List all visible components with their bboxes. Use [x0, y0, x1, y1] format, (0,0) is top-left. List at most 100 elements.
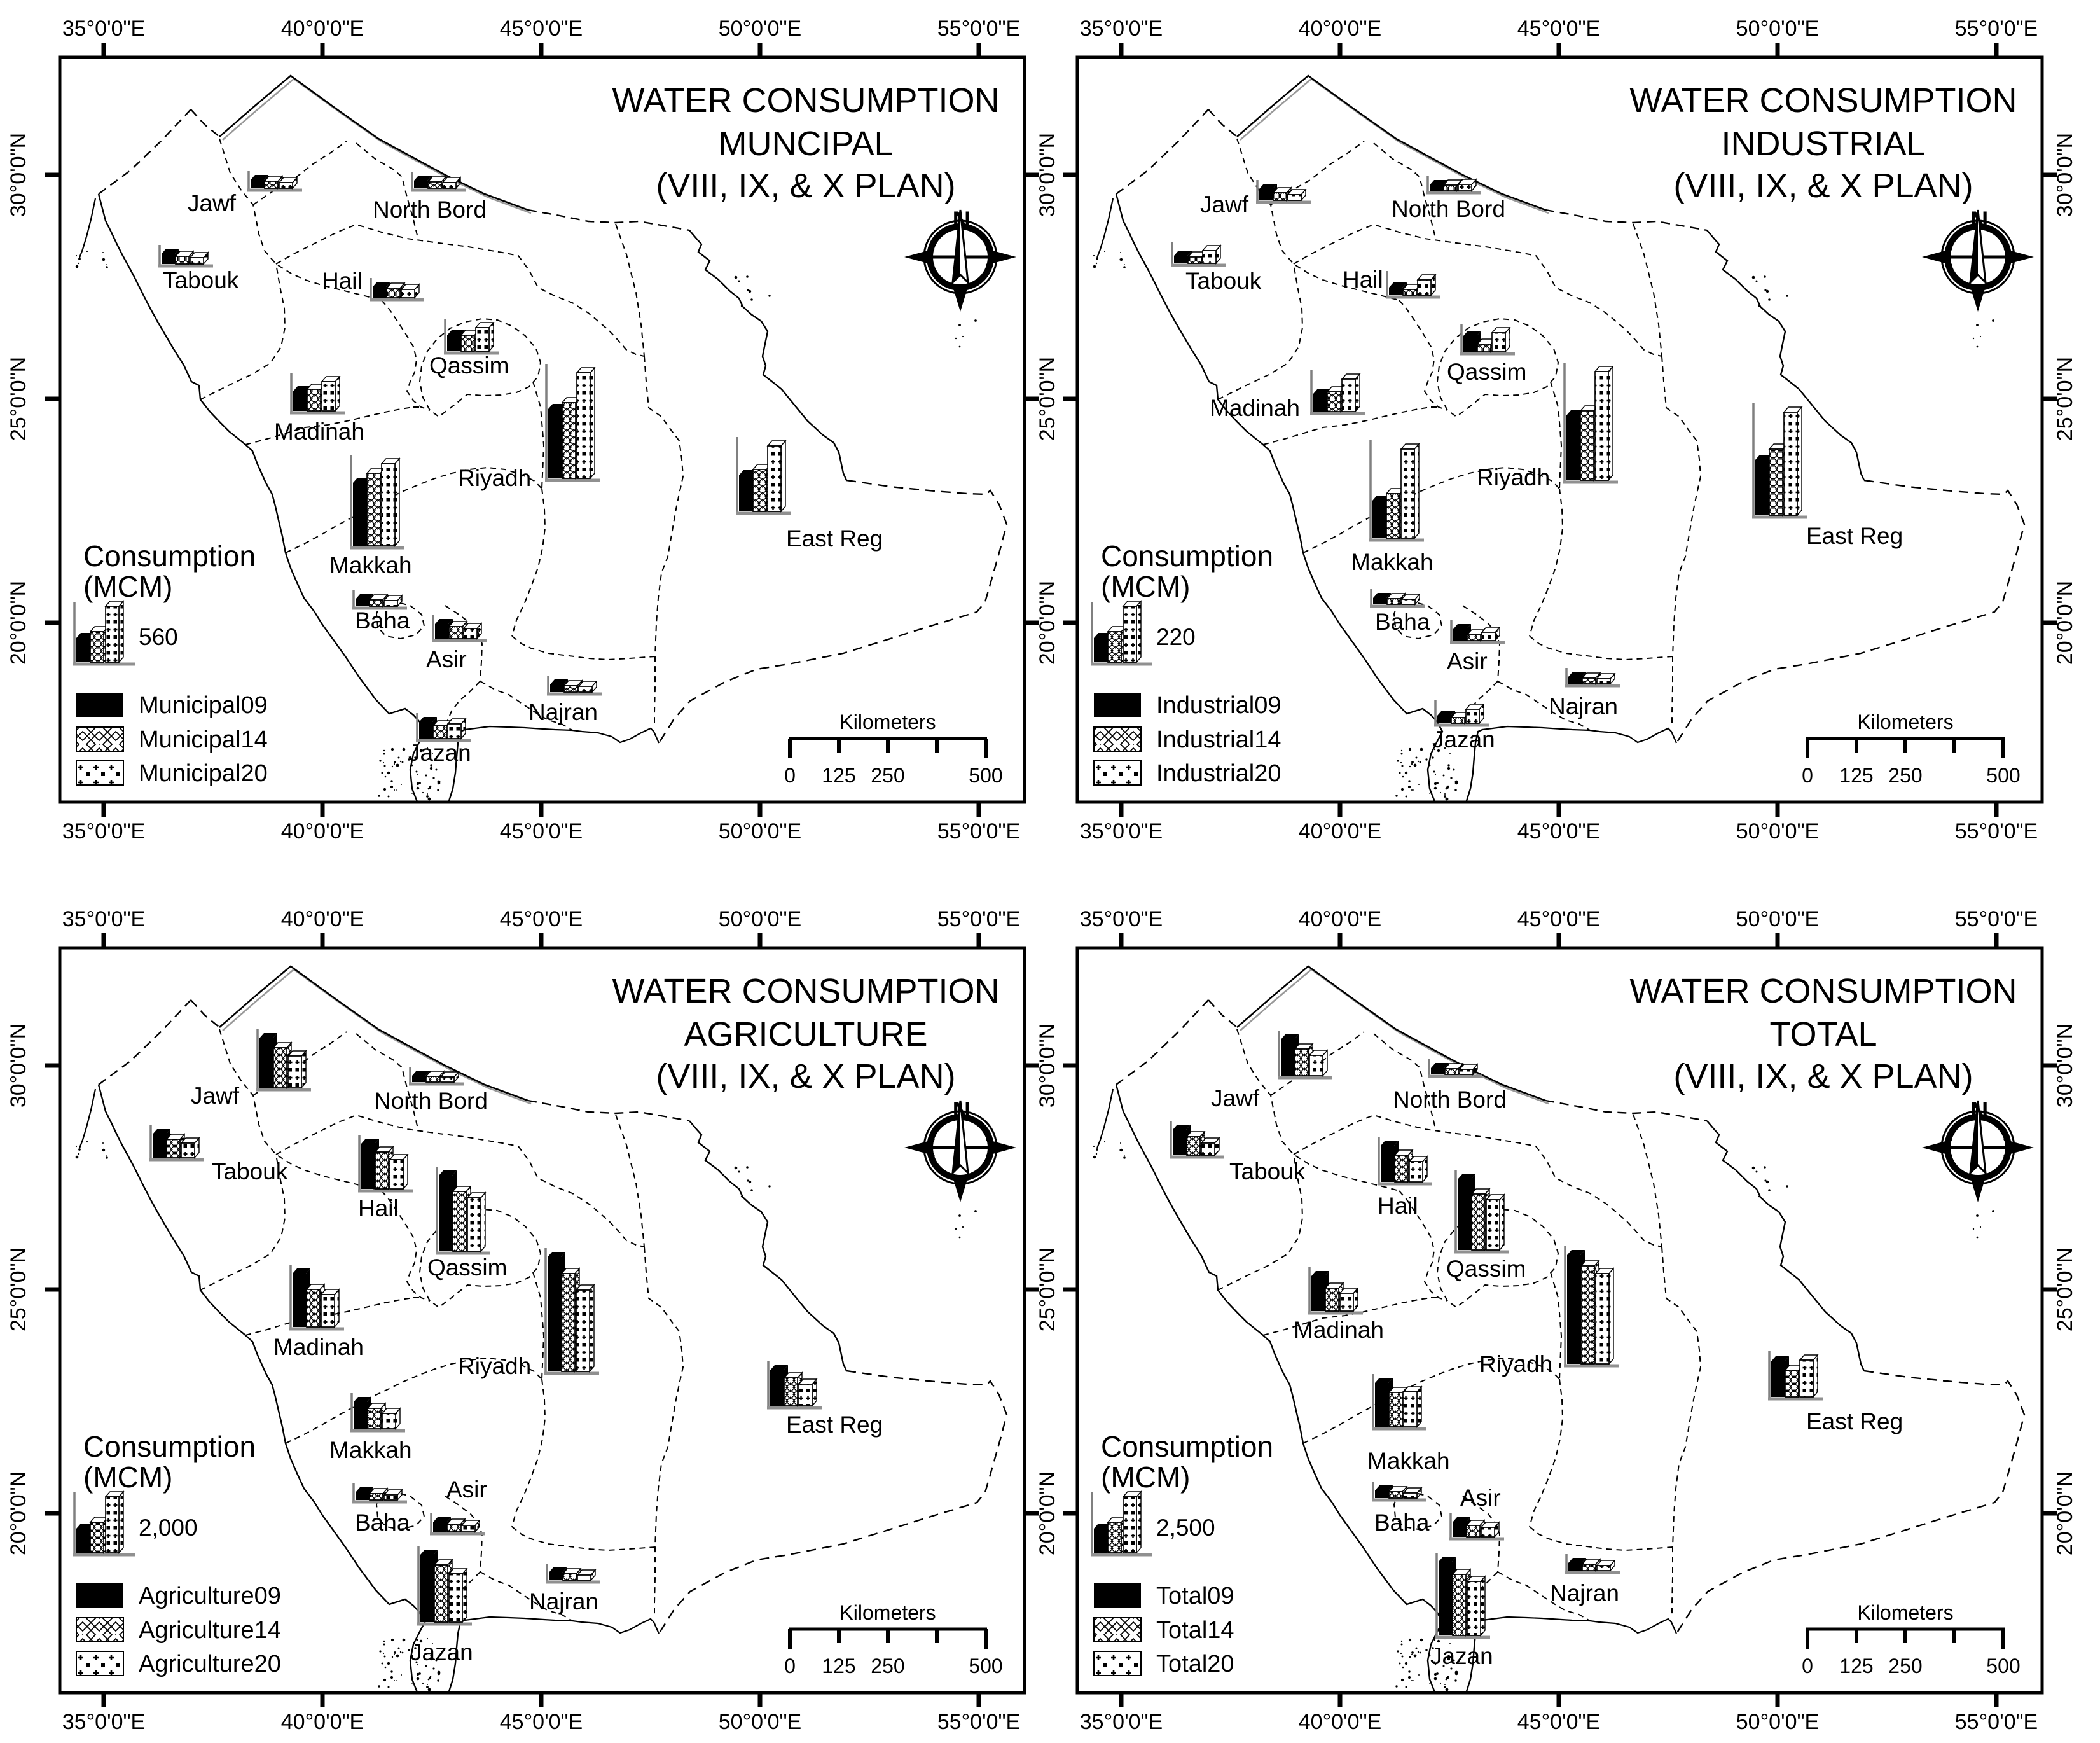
svg-text:30°0'0"N: 30°0'0"N	[2053, 1024, 2077, 1108]
svg-text:Agriculture14: Agriculture14	[139, 1617, 281, 1644]
svg-text:560: 560	[139, 624, 178, 650]
svg-text:Qassim: Qassim	[1446, 1256, 1526, 1282]
svg-text:25°0'0"N: 25°0'0"N	[6, 357, 31, 441]
svg-text:Najran: Najran	[529, 1588, 598, 1615]
svg-text:50°0'0"E: 50°0'0"E	[1736, 17, 1819, 41]
svg-text:East Reg: East Reg	[786, 525, 883, 552]
svg-text:Consumption: Consumption	[83, 1430, 256, 1463]
svg-text:Industrial20: Industrial20	[1156, 760, 1281, 787]
svg-text:20°0'0"N: 20°0'0"N	[1035, 1471, 1060, 1555]
svg-text:Consumption: Consumption	[83, 539, 256, 573]
svg-text:40°0'0"E: 40°0'0"E	[281, 17, 364, 41]
svg-text:Najran: Najran	[1549, 693, 1618, 719]
svg-text:20°0'0"N: 20°0'0"N	[2053, 581, 2077, 665]
svg-text:WATER CONSUMPTION: WATER CONSUMPTION	[1630, 81, 2017, 120]
svg-text:WATER CONSUMPTION: WATER CONSUMPTION	[612, 81, 1000, 120]
svg-text:45°0'0"E: 45°0'0"E	[500, 1710, 583, 1734]
svg-text:(VIII, IX, & X PLAN): (VIII, IX, & X PLAN)	[1673, 1057, 1973, 1095]
svg-text:Riyadh: Riyadh	[458, 1353, 531, 1379]
svg-text:25°0'0"N: 25°0'0"N	[1035, 1247, 1060, 1331]
svg-text:Najran: Najran	[528, 699, 598, 725]
svg-text:(VIII, IX, & X PLAN): (VIII, IX, & X PLAN)	[656, 1057, 955, 1095]
svg-text:Tabouk: Tabouk	[1185, 268, 1262, 294]
svg-text:45°0'0"E: 45°0'0"E	[500, 17, 583, 41]
svg-text:Total09: Total09	[1156, 1583, 1234, 1609]
svg-text:Riyadh: Riyadh	[1477, 464, 1550, 490]
svg-text:45°0'0"E: 45°0'0"E	[1517, 1710, 1600, 1734]
svg-text:Hail: Hail	[358, 1195, 399, 1221]
svg-text:WATER CONSUMPTION: WATER CONSUMPTION	[1630, 972, 2017, 1010]
svg-text:35°0'0"E: 35°0'0"E	[62, 819, 145, 844]
svg-text:Municipal20: Municipal20	[139, 760, 268, 787]
svg-text:Madinah: Madinah	[1210, 395, 1300, 421]
svg-text:Agriculture20: Agriculture20	[139, 1651, 281, 1677]
svg-text:Makkah: Makkah	[329, 552, 412, 578]
svg-text:Agriculture09: Agriculture09	[139, 1583, 281, 1609]
svg-text:Hail: Hail	[1378, 1193, 1418, 1219]
svg-text:25°0'0"N: 25°0'0"N	[2053, 357, 2077, 441]
svg-text:Jawf: Jawf	[188, 190, 237, 216]
svg-text:25°0'0"N: 25°0'0"N	[2053, 1247, 2077, 1331]
svg-text:(MCM): (MCM)	[1101, 1461, 1191, 1494]
svg-text:2,000: 2,000	[139, 1515, 198, 1541]
svg-text:55°0'0"E: 55°0'0"E	[937, 1710, 1020, 1734]
svg-text:Jawf: Jawf	[1200, 191, 1249, 218]
svg-text:Tabouk: Tabouk	[1229, 1158, 1306, 1184]
svg-text:Jazan: Jazan	[1432, 726, 1495, 753]
svg-text:45°0'0"E: 45°0'0"E	[500, 819, 583, 844]
svg-text:Tabouk: Tabouk	[212, 1158, 288, 1184]
svg-text:50°0'0"E: 50°0'0"E	[1736, 819, 1819, 844]
svg-text:55°0'0"E: 55°0'0"E	[937, 907, 1020, 931]
svg-text:Baha: Baha	[355, 608, 410, 634]
svg-text:Madinah: Madinah	[1294, 1317, 1384, 1343]
svg-text:50°0'0"E: 50°0'0"E	[719, 1710, 801, 1734]
svg-text:40°0'0"E: 40°0'0"E	[281, 1710, 364, 1734]
svg-text:(MCM): (MCM)	[83, 570, 173, 603]
svg-text:Municipal14: Municipal14	[139, 726, 268, 753]
svg-text:45°0'0"E: 45°0'0"E	[500, 907, 583, 931]
svg-text:Qassim: Qassim	[1447, 359, 1526, 385]
svg-text:East Reg: East Reg	[1806, 523, 1903, 549]
svg-text:50°0'0"E: 50°0'0"E	[719, 819, 801, 844]
svg-text:45°0'0"E: 45°0'0"E	[1517, 819, 1600, 844]
svg-text:35°0'0"E: 35°0'0"E	[62, 1710, 145, 1734]
svg-text:35°0'0"E: 35°0'0"E	[1080, 1710, 1163, 1734]
svg-text:20°0'0"N: 20°0'0"N	[1035, 581, 1060, 665]
svg-text:Qassim: Qassim	[427, 1254, 507, 1281]
svg-text:Baha: Baha	[1374, 1510, 1430, 1536]
svg-text:50°0'0"E: 50°0'0"E	[1736, 907, 1819, 931]
svg-text:AGRICULTURE: AGRICULTURE	[684, 1015, 927, 1053]
svg-text:55°0'0"E: 55°0'0"E	[1955, 819, 2038, 844]
svg-text:55°0'0"E: 55°0'0"E	[1955, 17, 2038, 41]
svg-text:Riyadh: Riyadh	[1479, 1351, 1552, 1377]
svg-text:East Reg: East Reg	[1806, 1408, 1903, 1434]
svg-text:Madinah: Madinah	[274, 419, 364, 445]
svg-text:55°0'0"E: 55°0'0"E	[937, 819, 1020, 844]
svg-text:(MCM): (MCM)	[1101, 570, 1191, 603]
svg-text:INDUSTRIAL: INDUSTRIAL	[1721, 125, 1925, 163]
svg-text:35°0'0"E: 35°0'0"E	[1080, 17, 1163, 41]
svg-text:35°0'0"E: 35°0'0"E	[1080, 819, 1163, 844]
svg-text:Hail: Hail	[322, 268, 363, 294]
svg-text:30°0'0"N: 30°0'0"N	[6, 133, 31, 217]
svg-text:Jazan: Jazan	[408, 740, 471, 766]
svg-text:30°0'0"N: 30°0'0"N	[2053, 133, 2077, 217]
svg-text:Asir: Asir	[1447, 648, 1488, 674]
svg-text:Qassim: Qassim	[429, 352, 509, 378]
svg-text:Makkah: Makkah	[1367, 1448, 1450, 1474]
svg-text:North Bord: North Bord	[1393, 1087, 1507, 1113]
svg-text:45°0'0"E: 45°0'0"E	[1517, 17, 1600, 41]
svg-text:Jazan: Jazan	[410, 1639, 473, 1665]
svg-text:30°0'0"N: 30°0'0"N	[1035, 1024, 1060, 1108]
svg-text:MUNCIPAL: MUNCIPAL	[718, 125, 893, 163]
svg-text:(VIII, IX, & X PLAN): (VIII, IX, & X PLAN)	[1673, 167, 1973, 205]
svg-text:North Bord: North Bord	[374, 1088, 488, 1114]
svg-text:35°0'0"E: 35°0'0"E	[62, 17, 145, 41]
svg-text:Consumption: Consumption	[1101, 1430, 1273, 1463]
svg-text:Makkah: Makkah	[329, 1437, 412, 1463]
svg-text:40°0'0"E: 40°0'0"E	[1299, 1710, 1381, 1734]
svg-text:TOTAL: TOTAL	[1769, 1015, 1877, 1053]
svg-text:55°0'0"E: 55°0'0"E	[1955, 1710, 2038, 1734]
svg-text:Total20: Total20	[1156, 1651, 1234, 1677]
svg-text:Tabouk: Tabouk	[163, 267, 239, 293]
